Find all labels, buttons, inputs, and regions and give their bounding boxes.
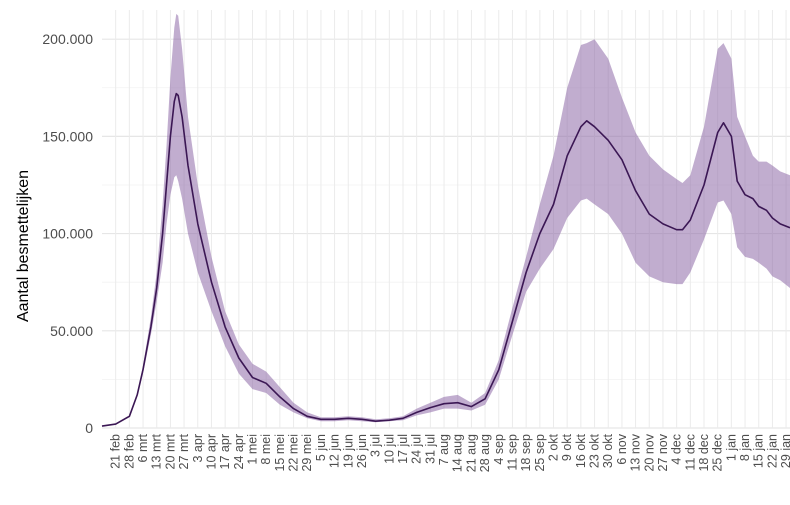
x-tick-label: 20 mrt bbox=[163, 433, 177, 469]
x-tick-label: 13 mrt bbox=[150, 433, 164, 469]
x-tick-label: 8 jan bbox=[738, 434, 752, 461]
y-tick-label: 200.000 bbox=[42, 31, 93, 47]
x-tick-label: 15 mei bbox=[273, 434, 287, 472]
x-tick-label: 18 sep bbox=[519, 434, 533, 472]
x-tick-label: 4 sep bbox=[492, 434, 506, 465]
x-tick-label: 26 jun bbox=[355, 434, 369, 468]
x-tick-label: 24 jul bbox=[410, 434, 424, 464]
x-tick-label: 5 jun bbox=[314, 434, 328, 461]
x-tick-label: 17 jul bbox=[396, 434, 410, 464]
x-tick-label: 21 aug bbox=[464, 434, 478, 472]
x-tick-label: 1 mei bbox=[246, 434, 260, 465]
y-tick-label: 0 bbox=[85, 420, 93, 436]
gridlines bbox=[102, 10, 790, 429]
x-tick-label: 19 jun bbox=[341, 434, 355, 468]
x-tick-label: 7 aug bbox=[437, 434, 451, 465]
x-tick-label: 24 apr bbox=[232, 434, 246, 469]
x-tick-label: 6 nov bbox=[615, 433, 629, 464]
x-tick-label: 10 apr bbox=[205, 434, 219, 469]
x-tick-label: 15 jan bbox=[752, 434, 766, 468]
x-tick-label: 1 jan bbox=[724, 434, 738, 461]
x-tick-label: 3 jul bbox=[369, 434, 383, 457]
x-tick-label: 23 okt bbox=[588, 433, 602, 468]
x-tick-label: 20 nov bbox=[642, 433, 656, 471]
x-tick-label: 29 mei bbox=[300, 434, 314, 472]
x-tick-label: 31 jul bbox=[423, 434, 437, 464]
x-tick-label: 9 okt bbox=[560, 433, 574, 461]
x-tick-label: 8 mei bbox=[259, 434, 273, 465]
y-tick-label: 150.000 bbox=[42, 128, 93, 144]
y-axis-title: Aantal besmettelijken bbox=[15, 170, 32, 322]
x-tick-label: 30 okt bbox=[601, 433, 615, 468]
x-tick-label: 25 sep bbox=[533, 434, 547, 472]
series-line-layer bbox=[101, 92, 790, 427]
x-tick-label: 14 aug bbox=[451, 434, 465, 472]
series-line bbox=[101, 92, 790, 427]
x-tick-label: 12 jun bbox=[328, 434, 342, 468]
x-tick-label: 27 mrt bbox=[177, 433, 191, 469]
x-tick-label: 3 apr bbox=[191, 434, 205, 463]
x-tick-label: 4 dec bbox=[670, 434, 684, 465]
x-tick-label: 25 dec bbox=[711, 434, 725, 472]
x-tick-label: 29 jan bbox=[779, 434, 790, 468]
x-tick-label: 10 jul bbox=[382, 434, 396, 464]
x-tick-label: 22 mei bbox=[287, 434, 301, 472]
y-tick-label: 50.000 bbox=[50, 323, 93, 339]
x-tick-label: 16 okt bbox=[574, 433, 588, 468]
x-tick-label: 11 sep bbox=[506, 434, 520, 471]
x-tick-label: 28 feb bbox=[122, 434, 136, 469]
x-tick-label: 28 aug bbox=[478, 434, 492, 472]
x-tick-label: 18 dec bbox=[697, 434, 711, 472]
y-axis-tick-labels: 0 50.000 100.000 150.000 200.000 bbox=[42, 31, 93, 436]
x-axis-tick-labels: 21 feb 28 feb 6 mrt 13 mrt 20 mrt 27 mrt 3 apr… bbox=[109, 433, 790, 472]
x-tick-label: 17 apr bbox=[218, 434, 232, 469]
confidence-band-layer bbox=[102, 13, 790, 427]
x-tick-label: 6 mrt bbox=[136, 433, 150, 462]
x-tick-label: 2 okt bbox=[547, 433, 561, 461]
x-tick-label: 22 jan bbox=[765, 434, 779, 468]
x-tick-label: 27 nov bbox=[656, 433, 670, 471]
confidence-band bbox=[102, 13, 790, 427]
x-tick-label: 11 dec bbox=[683, 434, 697, 471]
x-tick-label: 13 nov bbox=[629, 433, 643, 471]
y-tick-label: 100.000 bbox=[42, 226, 93, 242]
x-tick-label: 21 feb bbox=[109, 434, 123, 469]
